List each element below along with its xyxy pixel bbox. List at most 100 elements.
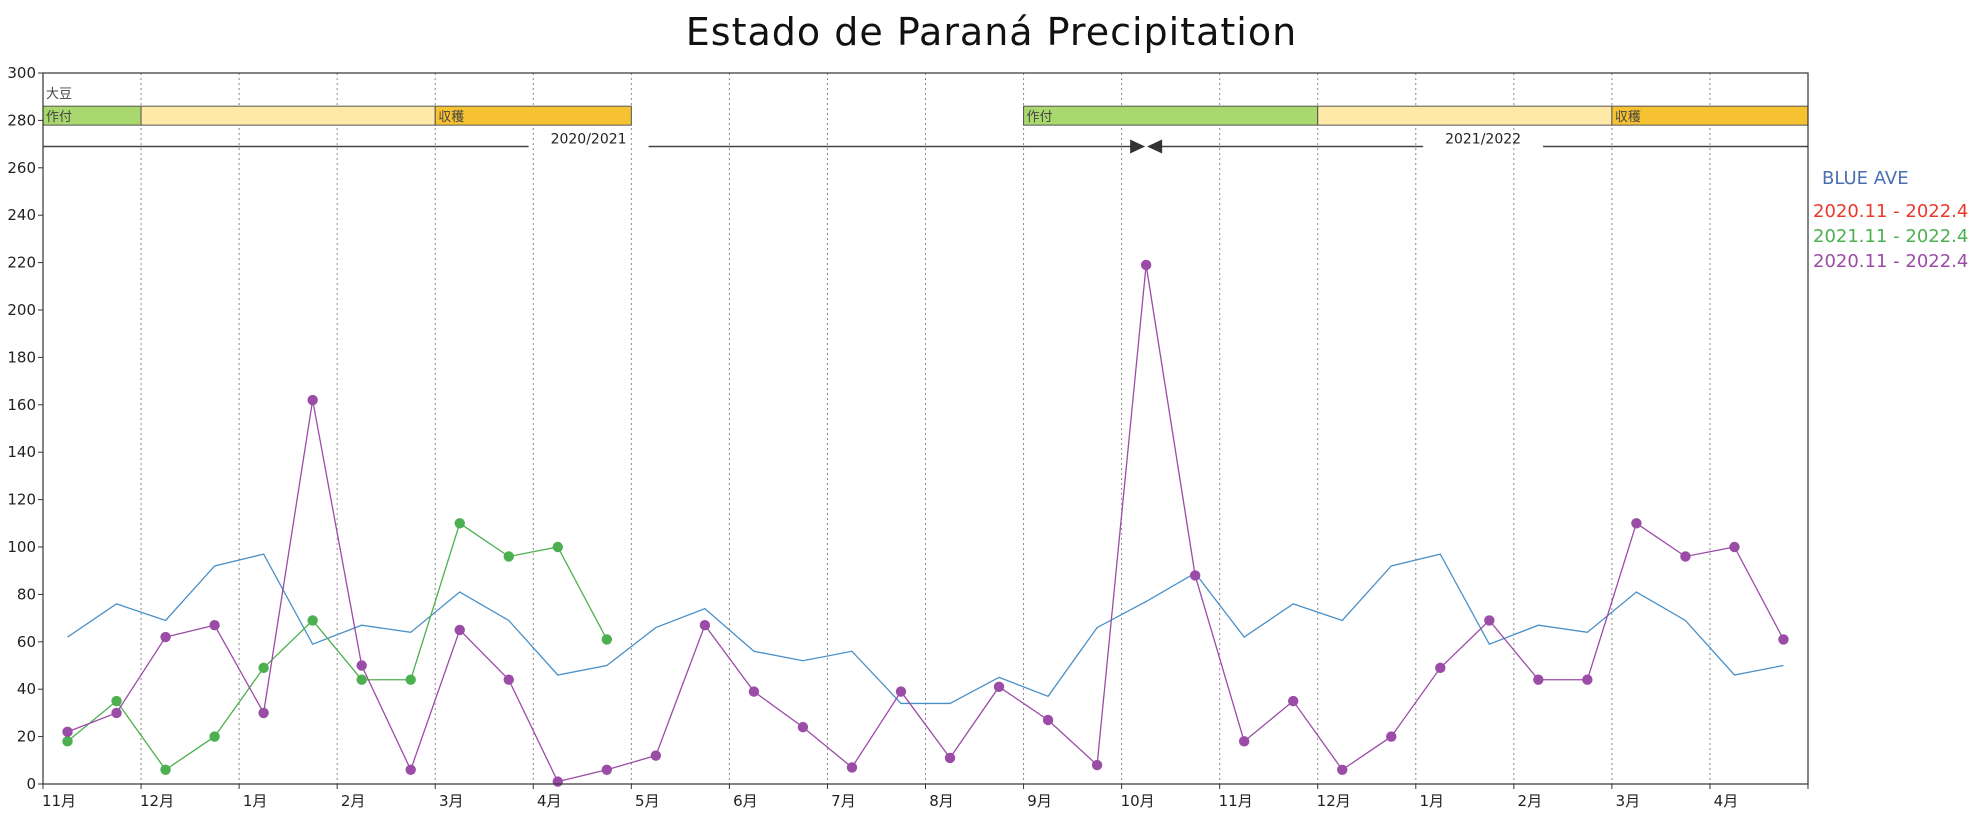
series-2-point [62, 726, 73, 738]
x-tick-label: 2月 [1518, 792, 1543, 810]
series-1-point [258, 662, 269, 674]
series-2-point [1189, 570, 1201, 581]
series-2-point [1288, 695, 1299, 707]
crop-name-label: 大豆 [46, 87, 72, 102]
crop-band-growing [1317, 105, 1613, 126]
series-line-0 [67, 553, 1784, 705]
y-tick-label: 180 [7, 348, 36, 366]
y-tick-label: 200 [7, 301, 36, 319]
series-1-point [62, 736, 73, 747]
series-2-point [797, 721, 809, 733]
y-tick-label: 20 [17, 728, 36, 746]
series-2-point [650, 750, 662, 761]
season-divider-arrow-right [1147, 139, 1163, 154]
season-2020-2021-label: 2020/2021 [551, 131, 627, 147]
series-2-point [1042, 714, 1054, 726]
x-tick-label: 2月 [341, 792, 366, 810]
crop-band-harvest [434, 105, 632, 126]
series-1-point [356, 674, 367, 685]
y-tick-label: 140 [7, 443, 36, 461]
crop-band-planting-label: 作付 [1027, 110, 1053, 125]
series-1-point [111, 695, 122, 707]
series-2-point [503, 674, 514, 685]
series-line-2 [67, 264, 1785, 783]
series-2-point [993, 681, 1005, 693]
series-2-point [748, 686, 760, 697]
series-2-point [552, 776, 563, 787]
crop-band-planting [1023, 105, 1319, 126]
series-2-point [209, 620, 220, 631]
y-tick-label: 100 [7, 538, 36, 556]
x-tick-label: 7月 [831, 792, 856, 810]
season-2021-2022-label: 2021/2022 [1445, 131, 1521, 147]
series-2-point [846, 762, 858, 773]
y-tick-label: 0 [26, 775, 36, 793]
series-2-point [111, 707, 122, 719]
crop-band-growing [140, 105, 436, 126]
series-2-point [699, 620, 711, 631]
crop-band-harvest [1611, 105, 1809, 126]
y-tick-label: 160 [7, 396, 36, 414]
series-line-1 [67, 522, 608, 771]
y-tick-label: 260 [7, 159, 36, 177]
x-tick-label: 4月 [537, 792, 562, 810]
series-2-point [1337, 764, 1348, 775]
y-tick-label: 40 [17, 680, 36, 698]
series-2-point [454, 624, 465, 636]
chart-title: Estado de Paraná Precipitation [685, 10, 1298, 54]
series-1-point [160, 764, 171, 775]
series-2-point [895, 686, 907, 697]
series-2-point [1582, 674, 1593, 685]
series-2-point [944, 752, 956, 764]
series-2-point [1140, 259, 1152, 271]
series-2-point [405, 764, 416, 775]
y-tick-label: 80 [17, 585, 36, 603]
x-tick-label: 1月 [243, 792, 268, 810]
series-2-point [258, 707, 269, 719]
series-2-point [356, 660, 367, 671]
series-2-point [1680, 551, 1691, 562]
legend-entry: 2020.11 - 2022.4 [1813, 201, 1968, 222]
series-2-point [1484, 615, 1495, 626]
series-2-point [1729, 541, 1740, 553]
x-tick-label: 6月 [733, 792, 758, 810]
crop-band-planting-label: 作付 [46, 110, 72, 125]
x-tick-label: 12月 [140, 792, 174, 810]
crop-band-harvest-label: 収穫 [438, 110, 464, 125]
y-tick-label: 120 [7, 491, 36, 509]
y-tick-label: 220 [7, 254, 36, 272]
x-tick-label: 8月 [929, 792, 954, 810]
y-tick-label: 240 [7, 206, 36, 224]
x-tick-label: 3月 [1616, 792, 1641, 810]
series-2-point [1238, 736, 1250, 747]
series-1-point [503, 551, 514, 562]
series-1-point [209, 731, 220, 742]
legend-title: BLUE AVE [1822, 168, 1909, 189]
x-tick-label: 12月 [1317, 792, 1351, 810]
series-2-point [1091, 759, 1103, 771]
series-2-point [307, 394, 318, 406]
legend-entry: 2020.11 - 2022.4 [1813, 251, 1968, 272]
x-tick-label: 1月 [1420, 792, 1445, 810]
x-tick-label: 10月 [1121, 792, 1155, 810]
series-2-point [1386, 731, 1397, 742]
x-tick-label: 11月 [1219, 792, 1253, 810]
series-2-point [601, 764, 613, 775]
y-tick-label: 300 [7, 64, 36, 82]
series-2-point [160, 631, 171, 643]
season-divider-arrow-left [1130, 139, 1146, 154]
x-tick-label: 4月 [1714, 792, 1739, 810]
series-2-point [1533, 674, 1544, 685]
x-tick-label: 3月 [439, 792, 464, 810]
series-1-point [405, 674, 416, 685]
series-2-point [1778, 634, 1789, 645]
y-tick-label: 280 [7, 111, 36, 129]
series-1-point [454, 518, 465, 529]
x-tick-label: 9月 [1027, 792, 1052, 810]
series-1-point [601, 634, 613, 645]
series-1-point [552, 541, 563, 553]
y-tick-label: 60 [17, 633, 36, 651]
legend-entry: 2021.11 - 2022.4 [1813, 226, 1968, 247]
x-tick-label: 5月 [635, 792, 660, 810]
